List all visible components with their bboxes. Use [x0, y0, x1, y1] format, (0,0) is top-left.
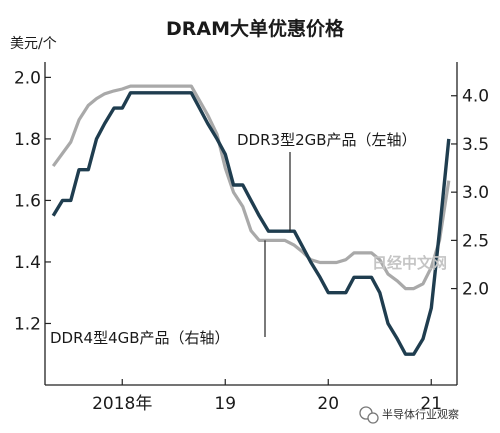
- chart-title: DRAM大单优惠价格: [166, 17, 345, 40]
- ddr3-series-line: [51, 91, 451, 356]
- ddr4-annotation-label: DDR4型4GB产品（右轴）: [50, 329, 230, 347]
- x-tick-label: 2018年: [92, 394, 152, 414]
- tick-labels: 1.2 1.4 1.6 1.8 2.0 2.0 2.5 3.0 3.5 4.0 2018年 19 20 2…: [14, 68, 489, 414]
- series-lines: [51, 84, 451, 356]
- x-tick-label: 21: [420, 394, 442, 414]
- annotations: DDR3型2GB产品（左轴） DDR4型4GB产品（右轴）: [50, 131, 417, 347]
- ddr4-series-line: [51, 84, 451, 291]
- left-tick-label: 1.8: [14, 130, 41, 150]
- axes: [44, 62, 458, 386]
- right-tick-label: 2.5: [462, 231, 489, 251]
- source-label: 半导体行业观察: [382, 407, 459, 421]
- right-tick-label: 4.0: [462, 87, 489, 107]
- left-tick-label: 2.0: [14, 68, 41, 88]
- x-tick-label: 20: [317, 394, 339, 414]
- right-tick-label: 3.0: [462, 183, 489, 203]
- right-tick-label: 2.0: [462, 280, 489, 300]
- wechat-icon: [359, 406, 379, 424]
- right-tick-label: 3.5: [462, 135, 489, 155]
- left-tick-label: 1.6: [14, 191, 41, 211]
- left-tick-label: 1.2: [14, 314, 41, 334]
- left-tick-label: 1.4: [14, 253, 41, 273]
- x-tick-label: 19: [214, 394, 236, 414]
- left-axis-unit: 美元/个: [10, 36, 57, 52]
- ddr3-annotation-label: DDR3型2GB产品（左轴）: [237, 131, 417, 149]
- watermark-text: 日经中文网: [372, 254, 447, 272]
